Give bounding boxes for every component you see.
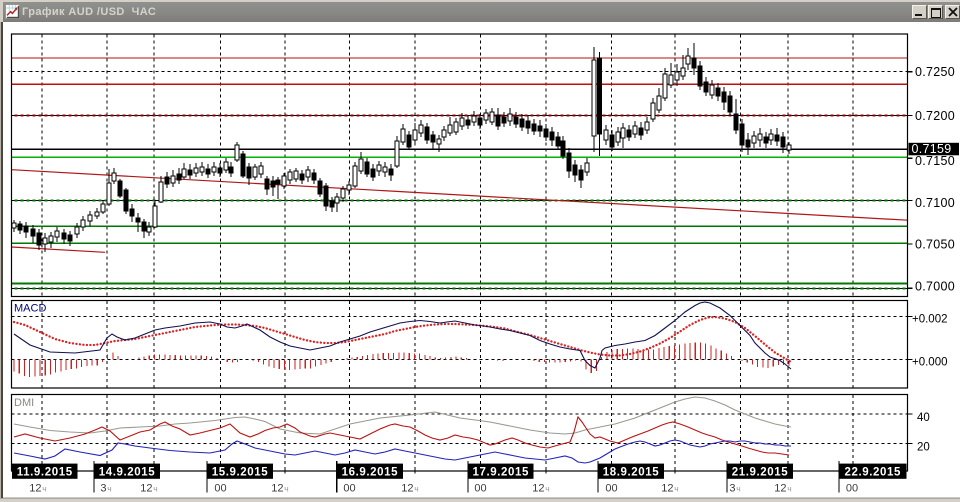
svg-text:3: 3 — [100, 483, 106, 495]
svg-text:12: 12 — [532, 483, 544, 495]
svg-text:20: 20 — [917, 442, 930, 454]
svg-text:12: 12 — [29, 483, 41, 495]
svg-text:ч: ч — [42, 484, 46, 494]
svg-text:00: 00 — [846, 483, 858, 495]
svg-text:21.9.2015: 21.9.2015 — [732, 466, 789, 478]
svg-text:ч: ч — [153, 484, 157, 494]
svg-text:11.9.2015: 11.9.2015 — [17, 466, 73, 478]
svg-text:0.7100: 0.7100 — [915, 196, 955, 210]
svg-text:00: 00 — [605, 483, 617, 495]
svg-text:00: 00 — [474, 483, 486, 495]
svg-text:12: 12 — [401, 483, 413, 495]
svg-text:0.7050: 0.7050 — [915, 238, 955, 252]
svg-text:0.7159: 0.7159 — [912, 142, 952, 156]
svg-text:0.7200: 0.7200 — [915, 109, 955, 123]
svg-text:0.7000: 0.7000 — [915, 280, 955, 294]
svg-text:22.9.2015: 22.9.2015 — [844, 466, 901, 478]
svg-text:ч: ч — [674, 484, 678, 494]
svg-text:0.7150: 0.7150 — [915, 154, 955, 168]
svg-text:12: 12 — [271, 483, 283, 495]
svg-text:DMI: DMI — [14, 397, 34, 409]
svg-text:ч: ч — [284, 484, 288, 494]
svg-text:40: 40 — [917, 412, 930, 424]
svg-text:MACD: MACD — [14, 303, 46, 315]
svg-text:12: 12 — [140, 483, 152, 495]
svg-text:ч: ч — [736, 484, 740, 494]
svg-text:3: 3 — [729, 483, 735, 495]
svg-text:+0.000: +0.000 — [912, 357, 948, 369]
svg-text:12: 12 — [774, 483, 786, 495]
svg-text:17.9.2015: 17.9.2015 — [472, 466, 529, 478]
svg-text:15.9.2015: 15.9.2015 — [212, 466, 269, 478]
svg-text:ч: ч — [107, 484, 111, 494]
svg-text:00: 00 — [343, 483, 355, 495]
svg-text:16.9.2015: 16.9.2015 — [342, 466, 399, 478]
svg-text:+0.002: +0.002 — [912, 314, 948, 326]
svg-text:18.9.2015: 18.9.2015 — [603, 466, 660, 478]
svg-text:00: 00 — [214, 483, 226, 495]
svg-text:14.9.2015: 14.9.2015 — [99, 466, 156, 478]
svg-text:12: 12 — [661, 483, 673, 495]
svg-text:ч: ч — [787, 484, 791, 494]
svg-text:ч: ч — [545, 484, 549, 494]
svg-text:0.7250: 0.7250 — [915, 65, 955, 79]
svg-text:ч: ч — [414, 484, 418, 494]
